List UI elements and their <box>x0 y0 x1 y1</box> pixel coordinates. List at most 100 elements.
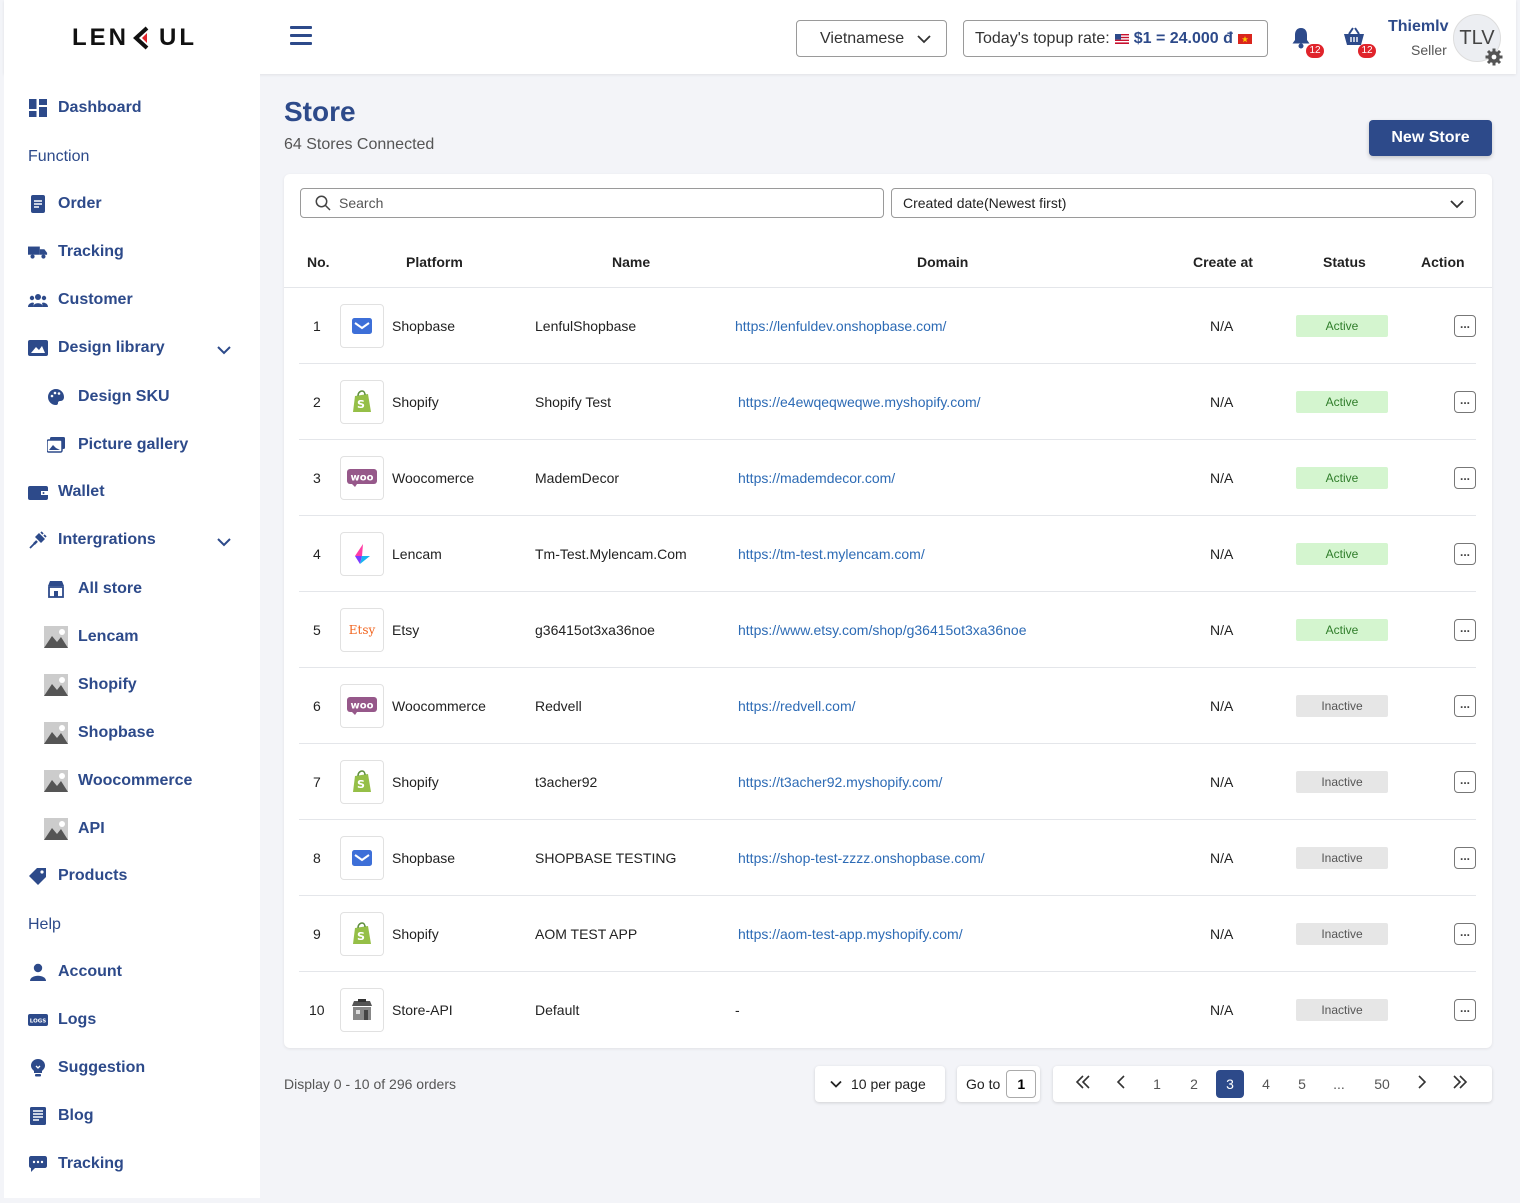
row-create-at: N/A <box>1210 698 1234 714</box>
sidebar-item-integrations[interactable]: Intergrations <box>28 530 156 550</box>
row-create-at: N/A <box>1210 318 1234 334</box>
sidebar-item-tracking-help[interactable]: Tracking <box>28 1154 124 1174</box>
header-divider <box>284 287 1492 288</box>
row-name: Default <box>535 1002 580 1018</box>
more-actions-icon[interactable]: ... <box>1454 619 1476 641</box>
row-domain-link[interactable]: https://aom-test-app.myshopify.com/ <box>738 926 963 942</box>
page-number[interactable]: 4 <box>1262 1076 1270 1092</box>
row-divider <box>299 591 1476 592</box>
sidebar-item-shopbase[interactable]: Shopbase <box>44 722 154 744</box>
sidebar-item-suggestion[interactable]: Suggestion <box>28 1058 145 1078</box>
row-domain-link[interactable]: https://e4ewqeqweqwe.myshopify.com/ <box>738 394 981 410</box>
row-name: t3acher92 <box>535 774 598 790</box>
goto-input[interactable] <box>1006 1070 1037 1098</box>
avatar[interactable]: TLV <box>1453 14 1501 62</box>
more-actions-icon[interactable]: ... <box>1454 315 1476 337</box>
shopify-icon: S <box>340 760 384 804</box>
language-select[interactable]: Vietnamese <box>796 20 947 57</box>
more-actions-icon[interactable]: ... <box>1454 695 1476 717</box>
sidebar-item-shopify[interactable]: Shopify <box>44 674 137 696</box>
header-platform: Platform <box>406 254 463 270</box>
sidebar-item-woocommerce[interactable]: Woocommerce <box>44 770 192 792</box>
sort-select[interactable]: Created date(Newest first) <box>891 188 1476 218</box>
per-page-select[interactable]: 10 per page <box>815 1066 945 1102</box>
display-count: Display 0 - 10 of 296 orders <box>284 1076 456 1092</box>
row-domain-link[interactable]: https://shop-test-zzzz.onshopbase.com/ <box>738 850 985 866</box>
page-ellipsis: ... <box>1333 1076 1345 1092</box>
sidebar-item-account[interactable]: Account <box>28 962 122 982</box>
row-platform: Woocommerce <box>392 698 486 714</box>
shopify-icon: S <box>340 380 384 424</box>
search-box[interactable] <box>300 188 884 218</box>
more-actions-icon[interactable]: ... <box>1454 771 1476 793</box>
more-actions-icon[interactable]: ... <box>1454 391 1476 413</box>
placeholder-image-icon <box>44 674 68 696</box>
sidebar-item-picture-gallery[interactable]: Picture gallery <box>44 434 188 456</box>
row-domain-link[interactable]: https://mademdecor.com/ <box>738 470 896 486</box>
cart-button[interactable]: 12 <box>1342 26 1376 58</box>
more-actions-icon[interactable]: ... <box>1454 923 1476 945</box>
row-domain-link[interactable]: https://t3acher92.myshopify.com/ <box>738 774 943 790</box>
page-number[interactable]: 1 <box>1153 1076 1161 1092</box>
sidebar-item-dashboard[interactable]: Dashboard <box>28 98 142 118</box>
status-badge: Active <box>1296 467 1388 489</box>
sidebar-label: Picture gallery <box>78 436 189 453</box>
sidebar-label: Design SKU <box>78 388 170 405</box>
more-actions-icon[interactable]: ... <box>1454 543 1476 565</box>
chevron-down-icon[interactable] <box>216 342 232 358</box>
more-actions-icon[interactable]: ... <box>1454 847 1476 869</box>
store-api-icon <box>340 988 384 1032</box>
dashboard-icon <box>28 98 48 118</box>
row-domain-link[interactable]: https://lenfuldev.onshopbase.com/ <box>735 318 947 334</box>
row-domain-link[interactable]: https://redvell.com/ <box>738 698 856 714</box>
sidebar-item-products[interactable]: Products <box>28 866 127 886</box>
prev-page-icon[interactable] <box>1107 1070 1135 1098</box>
page-number[interactable]: 2 <box>1190 1076 1198 1092</box>
row-platform: Shopbase <box>392 850 456 866</box>
more-actions-icon[interactable]: ... <box>1454 467 1476 489</box>
menu-toggle-icon[interactable] <box>290 26 312 46</box>
page-number[interactable]: 5 <box>1298 1076 1306 1092</box>
sidebar-item-order[interactable]: Order <box>28 194 102 214</box>
sidebar-item-api[interactable]: API <box>44 818 105 840</box>
notification-button[interactable]: 12 <box>1290 26 1324 58</box>
svg-text:S: S <box>357 778 365 791</box>
table-row: 1 Shopbase LenfulShopbase https://lenful… <box>299 288 1476 364</box>
row-domain-link: - <box>735 1002 740 1018</box>
sidebar-item-tracking[interactable]: Tracking <box>28 242 124 262</box>
next-page-icon[interactable] <box>1408 1070 1436 1098</box>
logo[interactable]: LEN UL <box>72 24 197 52</box>
rate-value: $1 = 24.000 đ <box>1133 29 1233 47</box>
user-name[interactable]: Thiemlv <box>1388 18 1449 35</box>
sidebar-item-design-library[interactable]: Design library <box>28 338 165 358</box>
sidebar-label: Tracking <box>58 1155 124 1172</box>
new-store-button[interactable]: New Store <box>1369 120 1492 156</box>
row-number: 10 <box>309 1002 325 1018</box>
gear-icon[interactable] <box>1485 48 1503 66</box>
row-domain-link[interactable]: https://tm-test.mylencam.com/ <box>738 546 925 562</box>
row-domain-link[interactable]: https://www.etsy.com/shop/g36415ot3xa36n… <box>738 622 1027 638</box>
chevron-down-icon[interactable] <box>216 534 232 550</box>
first-page-icon[interactable] <box>1069 1070 1097 1098</box>
sidebar-item-all-store[interactable]: All store <box>44 578 142 600</box>
sidebar-item-lencam[interactable]: Lencam <box>44 626 138 648</box>
page-number[interactable]: 3 <box>1216 1070 1244 1098</box>
svg-text:woo: woo <box>351 473 374 484</box>
image-icon <box>28 338 48 358</box>
more-actions-icon[interactable]: ... <box>1454 999 1476 1021</box>
sidebar-label: API <box>78 820 105 837</box>
row-create-at: N/A <box>1210 546 1234 562</box>
row-name: g36415ot3xa36noe <box>535 622 655 638</box>
header-create-at: Create at <box>1193 254 1253 270</box>
sidebar-item-customer[interactable]: Customer <box>28 290 133 310</box>
last-page-icon[interactable] <box>1446 1070 1474 1098</box>
chevron-down-icon <box>917 35 931 44</box>
row-create-at: N/A <box>1210 774 1234 790</box>
sidebar-item-design-sku[interactable]: Design SKU <box>44 386 170 408</box>
sidebar-item-blog[interactable]: Blog <box>28 1106 94 1126</box>
page-number[interactable]: 50 <box>1374 1076 1390 1092</box>
sidebar-item-logs[interactable]: LOGS Logs <box>28 1010 96 1030</box>
search-input[interactable] <box>339 195 839 211</box>
sidebar-item-wallet[interactable]: Wallet <box>28 482 105 502</box>
row-platform: Lencam <box>392 546 442 562</box>
